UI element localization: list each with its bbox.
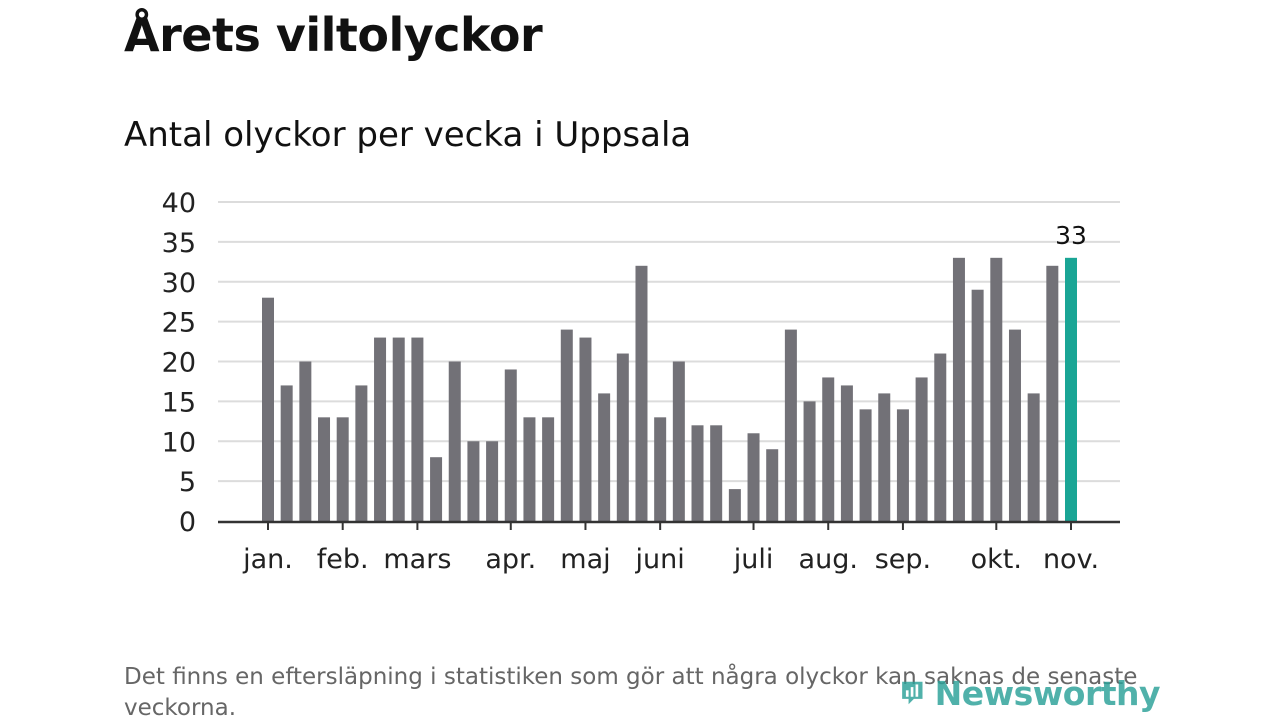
- chart-subtitle: Antal olyckor per vecka i Uppsala: [124, 115, 692, 155]
- bar: [672, 361, 685, 521]
- bar: [803, 401, 816, 521]
- bar: [542, 417, 555, 521]
- bar: [822, 377, 835, 521]
- bar: [411, 337, 424, 521]
- tick-labels: 0 5 10 15 20 25 30 35 40 33 jan. feb. mars apr. maj jun…: [162, 188, 1099, 575]
- bar: [934, 353, 947, 521]
- x-tick-label: nov.: [1043, 544, 1099, 575]
- x-tick-label: jan.: [242, 544, 293, 575]
- y-tick-label: 40: [162, 188, 196, 219]
- bar: [318, 417, 331, 521]
- bar: [691, 425, 704, 521]
- bar: [579, 337, 592, 521]
- bar: [1027, 393, 1040, 521]
- axes: [218, 520, 1120, 530]
- bar: [504, 369, 517, 521]
- x-tick-label: juli: [733, 544, 774, 575]
- bar: [784, 329, 797, 521]
- y-tick-label: 10: [162, 427, 196, 458]
- x-tick-label: sep.: [875, 544, 931, 575]
- x-tick-label: juni: [635, 544, 685, 575]
- bar: [467, 441, 480, 521]
- y-tick-label: 30: [162, 268, 196, 299]
- bar: [710, 425, 723, 521]
- bar: [915, 377, 928, 521]
- bar: [952, 257, 965, 521]
- bar: [560, 329, 573, 521]
- bar: [990, 257, 1003, 521]
- bar: [299, 361, 312, 521]
- footnote: Det finns en eftersläpning i statistiken…: [124, 664, 1138, 721]
- bar: [430, 457, 443, 521]
- logo-text: Newsworthy: [934, 673, 1161, 713]
- bar: [598, 393, 611, 521]
- newsworthy-logo-icon: [902, 681, 923, 705]
- y-tick-label: 0: [179, 507, 196, 538]
- x-tick-label: mars: [383, 544, 451, 575]
- x-tick-label: apr.: [485, 544, 536, 575]
- bar: [635, 265, 648, 521]
- bar-chart: 0 5 10 15 20 25 30 35 40 33 jan. feb. mars apr. maj jun…: [162, 188, 1120, 575]
- bar: [374, 337, 387, 521]
- x-tick-label: aug.: [799, 544, 858, 575]
- bar-highlight: [1065, 257, 1077, 521]
- grid-lines: [218, 201, 1120, 483]
- bar: [840, 385, 853, 521]
- bar: [616, 353, 629, 521]
- bar: [971, 289, 984, 521]
- y-tick-label: 20: [162, 348, 196, 379]
- bar: [280, 385, 293, 521]
- bar: [878, 393, 891, 521]
- bar: [523, 417, 536, 521]
- bar: [747, 433, 760, 521]
- bar: [262, 297, 274, 521]
- bar: [654, 417, 667, 521]
- bar-series: [262, 257, 1077, 521]
- bar: [392, 337, 405, 521]
- x-tick-label: okt.: [971, 544, 1022, 575]
- bar: [766, 449, 779, 521]
- x-tick-label: maj: [560, 544, 610, 575]
- bar: [486, 441, 499, 521]
- y-tick-label: 35: [162, 228, 196, 259]
- y-tick-label: 25: [162, 308, 196, 339]
- bar: [336, 417, 349, 521]
- bar: [896, 409, 909, 521]
- logo-newsworthy: Newsworthy: [900, 668, 1161, 718]
- bar: [355, 385, 368, 521]
- bar: [859, 409, 872, 521]
- bar: [1008, 329, 1021, 521]
- bar: [728, 489, 741, 521]
- y-tick-label: 5: [179, 467, 196, 498]
- data-label-highlight: 33: [1055, 221, 1087, 250]
- chart-title: Årets viltolyckor: [124, 8, 543, 62]
- bar: [448, 361, 461, 521]
- y-tick-label: 15: [162, 387, 196, 418]
- bar: [1046, 265, 1059, 521]
- x-tick-label: feb.: [317, 544, 369, 575]
